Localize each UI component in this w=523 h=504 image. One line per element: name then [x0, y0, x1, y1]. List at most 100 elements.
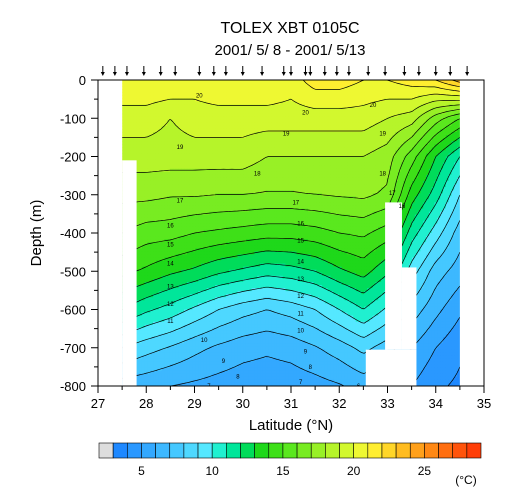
temperature-cell — [442, 101, 447, 106]
temperature-cell — [293, 147, 298, 151]
temperature-cell — [172, 144, 177, 148]
temperature-cell — [299, 110, 303, 115]
temperature-cell — [200, 89, 205, 93]
temperature-cell — [158, 180, 163, 185]
temperature-cell — [178, 156, 182, 161]
temperature-cell — [136, 202, 140, 207]
temperature-cell — [237, 107, 241, 112]
temperature-cell — [217, 95, 222, 99]
temperature-cell — [167, 147, 171, 151]
temperature-cell — [240, 101, 244, 106]
temperature-cell — [369, 174, 374, 179]
temperature-cell — [133, 132, 137, 136]
temperature-cell — [141, 159, 146, 164]
temperature-cell — [175, 162, 180, 167]
temperature-cell — [262, 104, 267, 109]
temperature-cell — [122, 132, 126, 136]
temperature-cell — [172, 128, 177, 133]
temperature-cell — [358, 202, 362, 207]
temperature-cell — [336, 89, 340, 93]
temperature-cell — [338, 177, 343, 182]
temperature-cell — [330, 150, 334, 155]
temperature-cell — [192, 177, 196, 182]
temperature-cell — [243, 132, 247, 136]
temperature-cell — [428, 116, 433, 121]
temperature-cell — [217, 113, 222, 118]
temperature-cell — [302, 107, 306, 112]
temperature-cell — [200, 80, 205, 84]
temperature-cell — [288, 138, 292, 142]
temperature-cell — [316, 174, 320, 179]
temperature-cell — [437, 156, 441, 161]
temperature-cell — [215, 184, 219, 188]
temperature-cell — [243, 104, 247, 109]
temperature-cell — [158, 104, 163, 109]
temperature-cell — [203, 98, 208, 103]
temperature-cell — [234, 125, 239, 130]
temperature-cell — [240, 128, 244, 133]
temperature-cell — [265, 171, 270, 176]
temperature-cell — [299, 119, 303, 124]
temperature-cell — [305, 199, 309, 203]
temperature-cell — [336, 147, 340, 151]
temperature-cell — [141, 83, 146, 87]
temperature-cell — [248, 104, 253, 109]
temperature-cell — [319, 184, 323, 188]
temperature-cell — [248, 113, 253, 118]
temperature-cell — [243, 107, 247, 112]
temperature-cell — [175, 122, 180, 127]
temperature-cell — [321, 180, 326, 185]
temperature-cell — [440, 187, 444, 191]
temperature-cell — [248, 153, 253, 158]
temperature-cell — [141, 147, 146, 151]
temperature-cell — [440, 92, 444, 96]
temperature-cell — [169, 187, 174, 191]
temperature-cell — [423, 153, 427, 158]
temperature-cell — [336, 171, 340, 176]
temperature-cell — [423, 162, 427, 167]
temperature-cell — [175, 110, 180, 115]
temperature-cell — [400, 95, 405, 99]
temperature-cell — [355, 187, 360, 191]
temperature-cell — [330, 125, 334, 130]
temperature-cell — [434, 193, 438, 197]
temperature-cell — [397, 116, 402, 121]
temperature-cell — [347, 141, 351, 145]
temperature-cell — [397, 171, 402, 176]
temperature-cell — [200, 92, 205, 96]
temperature-cell — [260, 83, 264, 87]
temperature-cell — [155, 159, 160, 164]
temperature-cell — [178, 119, 182, 124]
temperature-cell — [279, 98, 284, 103]
temperature-cell — [333, 113, 337, 118]
temperature-cell — [386, 187, 391, 191]
temperature-cell — [302, 119, 306, 124]
temperature-cell — [414, 107, 419, 112]
temperature-cell — [364, 95, 368, 99]
temperature-cell — [355, 193, 360, 197]
temperature-cell — [189, 190, 194, 194]
temperature-cell — [167, 199, 171, 203]
temperature-cell — [361, 193, 365, 197]
temperature-cell — [169, 168, 174, 173]
temperature-cell — [248, 128, 253, 133]
temperature-cell — [392, 122, 396, 127]
temperature-cell — [186, 80, 191, 84]
temperature-cell — [279, 190, 284, 194]
temperature-cell — [409, 101, 413, 106]
temperature-cell — [209, 190, 213, 194]
temperature-cell — [220, 165, 225, 170]
temperature-cell — [299, 83, 303, 87]
temperature-cell — [336, 92, 340, 96]
temperature-cell — [437, 110, 441, 115]
temperature-cell — [175, 104, 180, 109]
temperature-cell — [423, 138, 427, 142]
temperature-cell — [414, 150, 419, 155]
temperature-cell — [285, 110, 289, 115]
temperature-cell — [223, 165, 227, 170]
temperature-cell — [220, 168, 225, 173]
temperature-cell — [442, 113, 447, 118]
temperature-cell — [389, 156, 393, 161]
temperature-cell — [361, 153, 365, 158]
temperature-cell — [136, 159, 140, 164]
